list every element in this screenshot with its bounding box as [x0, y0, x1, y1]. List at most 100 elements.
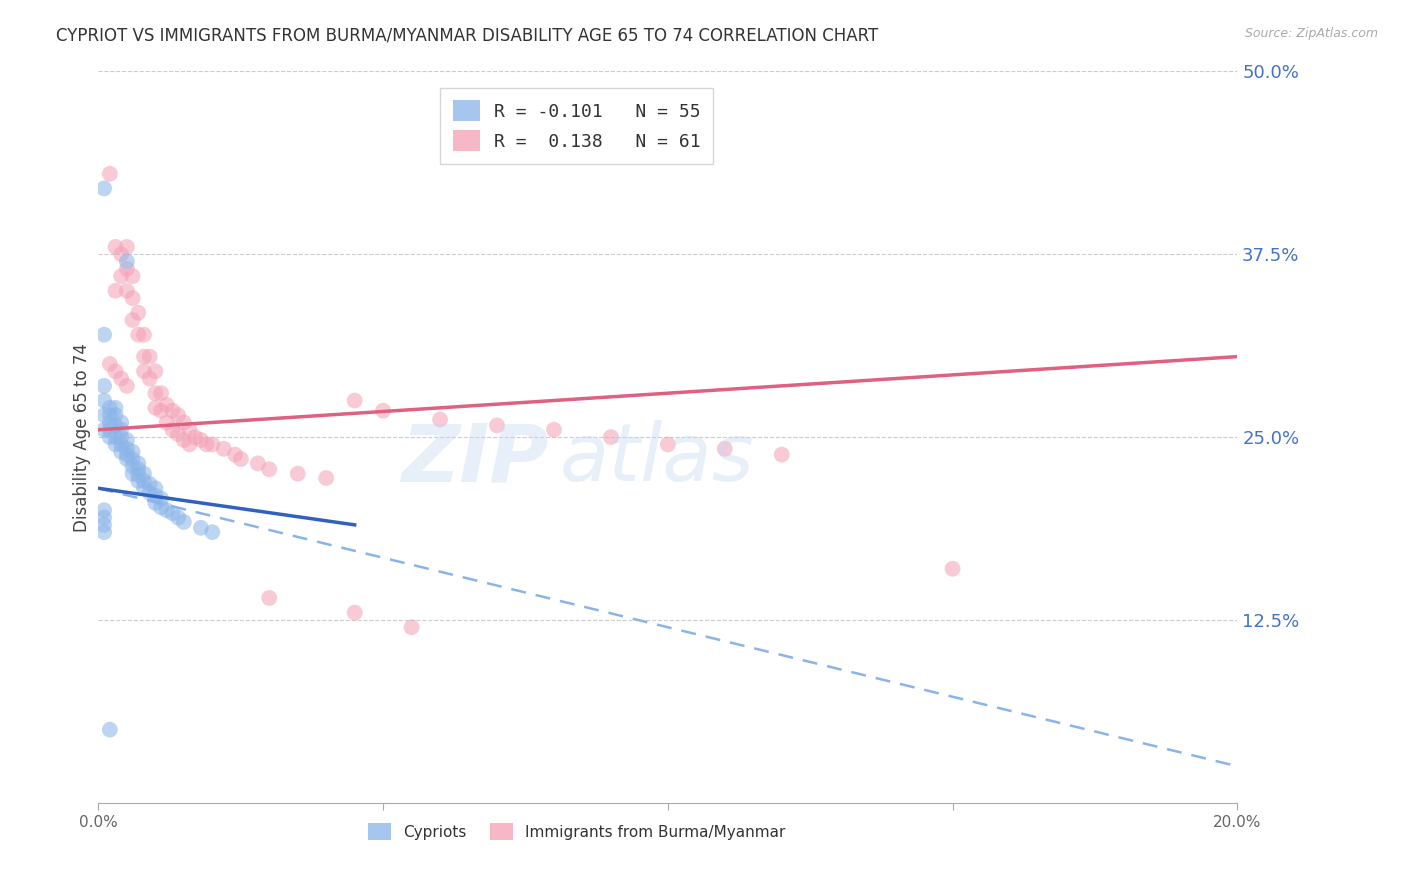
Point — [150, 500, 173, 515]
Point — [429, 412, 451, 426]
Point — [121, 467, 143, 481]
Point — [98, 401, 121, 415]
Point — [201, 525, 224, 540]
Point — [121, 269, 143, 284]
Point — [145, 364, 167, 378]
Point — [121, 444, 143, 458]
Point — [401, 620, 423, 634]
Point — [132, 350, 155, 364]
Point — [93, 408, 115, 422]
Point — [132, 364, 155, 378]
Point — [150, 386, 173, 401]
Point — [98, 423, 121, 437]
Point — [173, 416, 195, 430]
Point — [287, 467, 309, 481]
Point — [315, 471, 337, 485]
Point — [104, 430, 127, 444]
Point — [201, 437, 224, 451]
Point — [162, 403, 184, 417]
Point — [224, 448, 246, 462]
Text: Source: ZipAtlas.com: Source: ZipAtlas.com — [1244, 27, 1378, 40]
Point — [770, 448, 793, 462]
Point — [179, 423, 201, 437]
Point — [162, 506, 184, 520]
Point — [115, 433, 138, 447]
Point — [93, 525, 115, 540]
Point — [93, 393, 115, 408]
Point — [127, 462, 149, 476]
Point — [115, 452, 138, 467]
Point — [145, 489, 167, 503]
Point — [162, 423, 184, 437]
Point — [145, 496, 167, 510]
Point — [98, 723, 121, 737]
Point — [138, 476, 160, 491]
Point — [121, 313, 143, 327]
Point — [150, 403, 173, 417]
Point — [132, 481, 155, 495]
Point — [110, 423, 132, 437]
Point — [121, 452, 143, 467]
Point — [184, 430, 207, 444]
Point — [104, 401, 127, 415]
Point — [138, 350, 160, 364]
Point — [93, 181, 115, 195]
Point — [115, 240, 138, 254]
Point — [195, 437, 218, 451]
Point — [93, 327, 115, 342]
Point — [104, 418, 127, 433]
Y-axis label: Disability Age 65 to 74: Disability Age 65 to 74 — [73, 343, 91, 532]
Point — [115, 379, 138, 393]
Point — [156, 503, 179, 517]
Point — [104, 240, 127, 254]
Point — [93, 510, 115, 524]
Point — [98, 408, 121, 422]
Point — [98, 416, 121, 430]
Point — [115, 284, 138, 298]
Point — [600, 430, 623, 444]
Point — [132, 474, 155, 488]
Point — [93, 517, 115, 532]
Point — [167, 408, 190, 422]
Text: atlas: atlas — [560, 420, 755, 498]
Point — [173, 515, 195, 529]
Point — [190, 521, 212, 535]
Point — [110, 444, 132, 458]
Point — [127, 327, 149, 342]
Point — [543, 423, 565, 437]
Point — [150, 491, 173, 506]
Point — [190, 433, 212, 447]
Point — [167, 427, 190, 442]
Point — [127, 457, 149, 471]
Point — [246, 457, 269, 471]
Point — [259, 462, 281, 476]
Point — [373, 403, 395, 417]
Point — [942, 562, 965, 576]
Point — [156, 398, 179, 412]
Point — [115, 261, 138, 276]
Point — [138, 485, 160, 500]
Point — [179, 437, 201, 451]
Point — [93, 423, 115, 437]
Point — [657, 437, 679, 451]
Point — [127, 306, 149, 320]
Point — [115, 254, 138, 268]
Point — [93, 503, 115, 517]
Point — [173, 433, 195, 447]
Point — [104, 284, 127, 298]
Point — [121, 291, 143, 305]
Point — [212, 442, 235, 456]
Point — [132, 467, 155, 481]
Point — [110, 430, 132, 444]
Point — [121, 459, 143, 474]
Point — [98, 357, 121, 371]
Point — [110, 247, 132, 261]
Point — [98, 167, 121, 181]
Point — [110, 269, 132, 284]
Point — [110, 416, 132, 430]
Point — [229, 452, 252, 467]
Point — [145, 481, 167, 495]
Point — [486, 418, 509, 433]
Point — [98, 430, 121, 444]
Point — [104, 364, 127, 378]
